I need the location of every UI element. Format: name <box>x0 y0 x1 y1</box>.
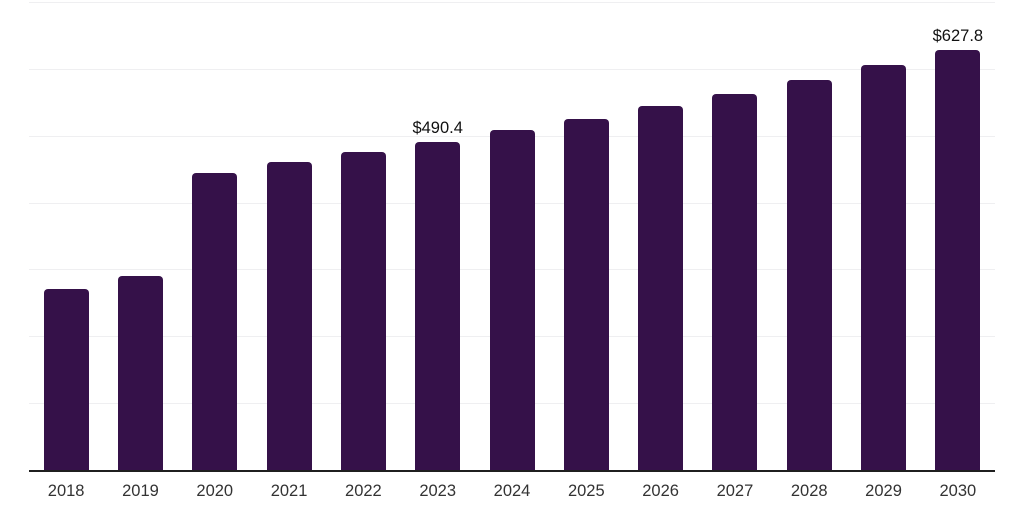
bar-2024 <box>489 130 535 470</box>
x-tick-label-2022: 2022 <box>345 482 382 500</box>
bar-value-label-2023: $490.4 <box>412 118 463 137</box>
bar-2023 <box>415 142 461 470</box>
x-tick-label-2023: 2023 <box>419 482 457 500</box>
gridline-700 <box>29 2 995 3</box>
x-tick-label-2026: 2026 <box>642 482 679 500</box>
x-tick-label-2027: 2027 <box>716 482 754 500</box>
bar-2030 <box>935 50 981 470</box>
bar-2028 <box>786 80 832 470</box>
plot-area: $490.4 $627.8 <box>29 0 995 472</box>
bar-2022 <box>340 152 386 470</box>
bar-2027 <box>712 93 758 470</box>
bar-2029 <box>861 64 907 470</box>
x-tick-label-2029: 2029 <box>865 482 902 500</box>
x-tick-label-2021: 2021 <box>270 482 308 500</box>
gridline-600 <box>29 68 995 70</box>
bar-2025 <box>563 119 609 470</box>
x-axis: 2018 2019 2020 2021 2022 2023 2024 2025 2026 2027… <box>29 472 995 512</box>
bar-2021 <box>266 162 312 470</box>
x-tick-label-2028: 2028 <box>790 482 828 500</box>
x-tick-label-2020: 2020 <box>196 482 234 500</box>
bar-2026 <box>638 105 684 470</box>
x-tick-label-2025: 2025 <box>567 482 605 500</box>
bar-2018 <box>43 288 89 470</box>
x-tick-label-2030: 2030 <box>939 482 977 500</box>
x-tick-label-2018: 2018 <box>47 482 85 500</box>
bar-2019 <box>117 276 163 470</box>
x-tick-label-2019: 2019 <box>122 482 159 500</box>
x-tick-label-2024: 2024 <box>493 482 531 500</box>
bar-value-label-2030: $627.8 <box>932 26 984 45</box>
bar-2020 <box>192 173 238 470</box>
